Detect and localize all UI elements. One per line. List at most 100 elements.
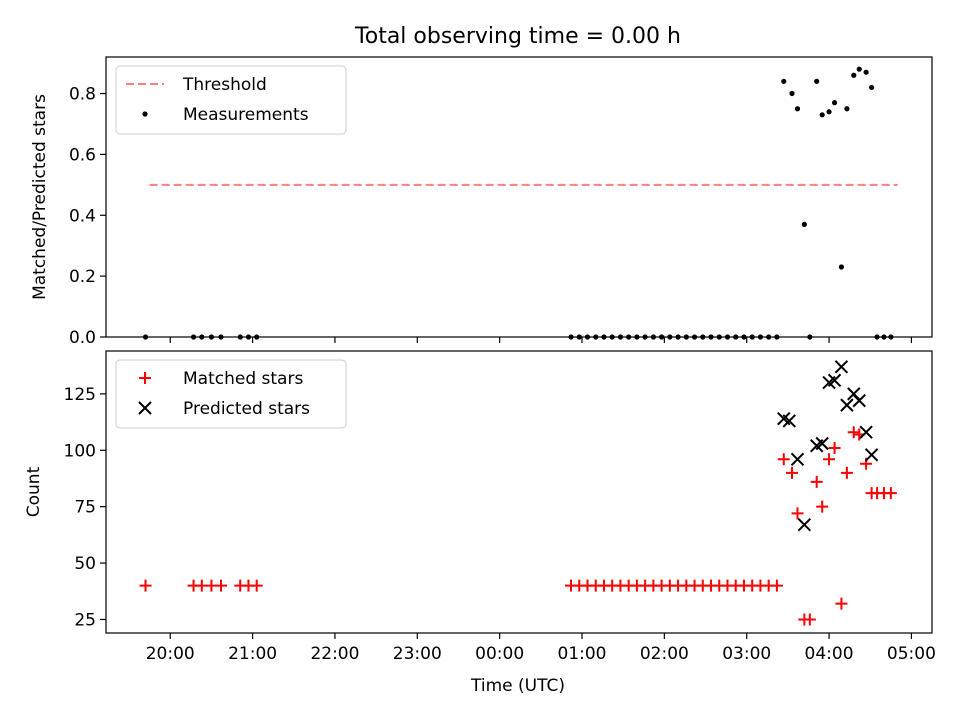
matched-stars-point <box>835 597 848 610</box>
bottom-y-tick-label: 125 <box>64 385 96 405</box>
predicted-stars-point <box>864 448 879 462</box>
measurement-point <box>675 334 681 340</box>
matched-stars-point <box>828 442 841 455</box>
measurement-point <box>749 334 755 340</box>
measurement-point <box>851 72 857 78</box>
measurement-point <box>774 334 780 340</box>
matched-stars-point <box>884 487 897 500</box>
measurement-point <box>593 334 599 340</box>
matched-stars-point <box>791 507 804 520</box>
measurement-point <box>716 334 722 340</box>
measurement-point <box>724 334 731 340</box>
measurement-point <box>863 69 869 75</box>
matched-stars-point <box>803 613 816 626</box>
legend-label: Measurements <box>183 105 309 125</box>
matched-stars-point <box>215 579 228 592</box>
predicted-stars-point <box>790 452 805 466</box>
measurement-point <box>142 334 149 340</box>
matched-stars-point <box>816 500 829 513</box>
measurement-point <box>601 334 607 340</box>
measurement-point <box>766 334 772 340</box>
top-y-tick-label: 0.8 <box>69 85 96 105</box>
top-y-tick-label: 0.0 <box>69 328 96 348</box>
predicted-stars-point <box>782 414 796 428</box>
measurement-point <box>700 334 706 340</box>
measurement-point <box>254 334 260 340</box>
measurement-point <box>609 334 615 340</box>
measurement-point <box>757 334 764 340</box>
matched-stars-point <box>770 579 783 592</box>
top-chart-title: Total observing time = 0.00 h <box>354 24 681 49</box>
measurement-point <box>844 106 850 112</box>
measurement-point <box>642 334 648 340</box>
legend-label: Matched stars <box>183 369 303 389</box>
measurement-point <box>190 334 197 340</box>
top-legend: Threshold Measurements <box>115 65 347 135</box>
measurement-point <box>245 334 252 340</box>
top-y-axis-label: Matched/Predicted stars <box>30 94 50 300</box>
measurement-point <box>237 334 243 340</box>
matched-stars-point <box>823 453 836 466</box>
x-tick-label: 21:00 <box>228 644 277 664</box>
measurement-point <box>650 334 656 340</box>
measurement-point <box>781 78 787 84</box>
x-tick-label: 23:00 <box>393 644 442 664</box>
top-plot-frame <box>105 56 933 338</box>
predicted-stars-point <box>827 373 842 388</box>
top-panel: 0.0 0.2 0.4 0.6 0.8 Threshold Measurements <box>69 56 933 348</box>
predicted-stars-point <box>852 393 866 408</box>
matched-stars-point <box>847 426 860 439</box>
bottom-y-tick-label: 75 <box>74 498 96 518</box>
measurement-point <box>888 334 894 340</box>
x-tick-label: 00:00 <box>475 644 524 664</box>
top-y-tick-label: 0.2 <box>69 267 96 287</box>
measurement-point <box>218 334 224 340</box>
x-tick-label: 20:00 <box>146 644 195 664</box>
bottom-plot-frame <box>105 350 933 634</box>
measurement-point <box>856 66 862 72</box>
legend-label: Threshold <box>182 75 267 95</box>
measurement-point <box>826 109 832 115</box>
measurement-point <box>667 334 673 340</box>
measurement-point <box>683 334 689 340</box>
legend-measurements-swatch <box>142 111 148 117</box>
measurement-point <box>584 334 591 340</box>
measurement-point <box>794 106 801 112</box>
x-tick-label: 04:00 <box>805 644 854 664</box>
bottom-legend: Matched stars Predicted stars <box>115 359 347 429</box>
x-tick-label: 03:00 <box>722 644 771 664</box>
top-legend-box <box>115 65 347 135</box>
measurement-point <box>626 334 632 340</box>
predicted-stars-point <box>815 436 829 451</box>
measurement-point <box>576 334 582 340</box>
predicted-stars-point <box>834 360 849 374</box>
predicted-stars-point <box>797 518 812 532</box>
matched-stars-point <box>139 579 152 592</box>
bottom-y-axis-label: Count <box>24 466 44 517</box>
bottom-y-tick-label: 50 <box>74 554 96 574</box>
measurement-point <box>659 334 665 340</box>
matched-stars-point <box>786 466 798 479</box>
measurement-point <box>807 334 813 340</box>
x-tick-label: 01:00 <box>558 644 607 664</box>
bottom-y-tick-label: 100 <box>64 441 96 461</box>
matched-stars-point <box>810 475 823 488</box>
measurement-point <box>881 334 887 340</box>
measurement-point <box>691 334 698 340</box>
measurement-point <box>708 334 714 340</box>
measurement-point <box>831 100 838 106</box>
legend-matched-swatch <box>139 372 151 384</box>
x-tick-label: 05:00 <box>887 644 936 664</box>
predicted-stars-point <box>859 425 873 439</box>
measurement-point <box>733 334 739 340</box>
measurement-point <box>199 334 205 340</box>
predicted-stars-point <box>840 398 854 412</box>
x-tick-label: 22:00 <box>310 644 359 664</box>
top-y-tick-label: 0.4 <box>69 206 96 226</box>
x-axis-label: Time (UTC) <box>470 676 565 696</box>
bottom-legend-box <box>115 359 347 429</box>
matched-stars-point <box>250 579 263 592</box>
top-y-tick-label: 0.6 <box>69 145 96 165</box>
measurement-point <box>814 78 820 84</box>
bottom-panel: 25 50 75 100 125 20:00 21:00 22:00 23:00 00:00 01:… <box>64 350 936 664</box>
